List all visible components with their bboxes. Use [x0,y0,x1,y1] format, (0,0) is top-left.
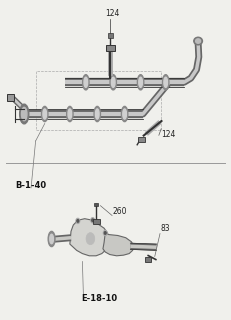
Ellipse shape [110,75,116,90]
Ellipse shape [104,232,106,234]
Ellipse shape [139,77,143,87]
Ellipse shape [103,230,107,236]
Ellipse shape [67,106,73,122]
Ellipse shape [86,233,95,245]
Ellipse shape [122,106,128,122]
Ellipse shape [42,106,48,122]
Ellipse shape [84,77,88,87]
Ellipse shape [50,234,53,244]
Bar [94,203,98,206]
Bar [93,219,100,224]
Polygon shape [70,219,109,256]
Bar [106,45,115,51]
Text: B-1-40: B-1-40 [15,181,46,190]
Ellipse shape [164,77,167,87]
Bar [7,94,14,101]
Ellipse shape [21,107,27,121]
Bar [145,257,151,261]
Ellipse shape [92,219,94,221]
Ellipse shape [123,109,126,119]
Ellipse shape [83,75,89,90]
Ellipse shape [20,104,29,124]
Text: 260: 260 [112,206,127,215]
Bar [108,33,113,38]
Ellipse shape [76,218,80,223]
Ellipse shape [48,231,55,247]
Text: E-18-10: E-18-10 [81,294,117,303]
Ellipse shape [68,109,72,119]
Ellipse shape [43,109,47,119]
Ellipse shape [194,37,202,45]
Ellipse shape [95,109,99,119]
Polygon shape [103,233,134,256]
Ellipse shape [94,106,100,122]
Ellipse shape [137,75,144,90]
Bar [138,137,145,142]
Text: 124: 124 [105,9,120,18]
Bar [36,71,161,130]
Text: 83: 83 [160,224,170,233]
Ellipse shape [77,220,79,222]
Ellipse shape [196,39,201,43]
Ellipse shape [111,77,115,87]
Ellipse shape [91,218,94,223]
Text: 124: 124 [161,130,176,139]
Ellipse shape [163,75,169,90]
